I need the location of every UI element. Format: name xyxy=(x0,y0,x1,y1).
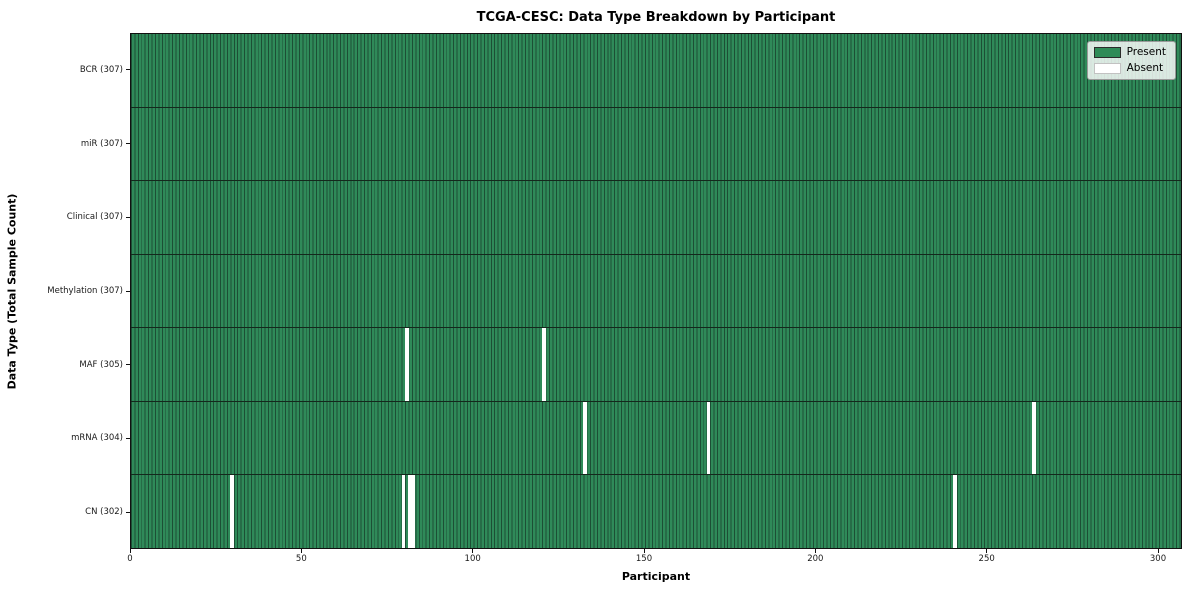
y-tick-label: CN (302) xyxy=(85,507,123,518)
present-swatch-icon xyxy=(1093,47,1121,58)
x-tick-mark xyxy=(986,549,988,553)
legend-label-present: Present xyxy=(1126,46,1166,59)
x-tick-label: 150 xyxy=(635,554,653,564)
y-tick-label: Methylation (307) xyxy=(47,286,123,296)
x-tick-mark xyxy=(814,549,816,553)
absent-cell xyxy=(230,475,234,549)
y-axis-label: Data Type (Total Sample Count) xyxy=(5,193,19,390)
y-tick-mark xyxy=(126,143,130,145)
y-tick-mark xyxy=(126,437,130,439)
absent-cell xyxy=(1032,401,1036,475)
x-tick-label: 300 xyxy=(1149,554,1167,564)
absent-cell xyxy=(405,328,409,401)
heatmap-row xyxy=(131,34,1181,107)
x-tick-label: 250 xyxy=(978,554,995,564)
y-tick-label: Clinical (307) xyxy=(66,212,123,223)
x-axis-label: Participant xyxy=(621,570,691,583)
y-tick-label: BCR (307) xyxy=(79,64,123,75)
absent-swatch-icon xyxy=(1093,63,1121,74)
heatmap-row xyxy=(131,327,1181,401)
legend-entry-absent: Absent xyxy=(1093,62,1166,75)
x-tick-mark xyxy=(300,549,302,553)
absent-cell xyxy=(408,475,413,549)
x-tick-mark xyxy=(1157,549,1159,553)
x-tick-label: 200 xyxy=(807,554,824,564)
legend-entry-present: Present xyxy=(1093,46,1166,59)
x-tick-label: 100 xyxy=(464,554,481,564)
heatmap-row xyxy=(131,180,1181,254)
x-tick-label: 50 xyxy=(295,554,307,564)
heatmap-row xyxy=(131,253,1181,328)
heatmap-row xyxy=(131,474,1181,549)
x-tick-mark xyxy=(472,549,474,553)
y-tick-mark xyxy=(126,69,130,71)
absent-cell xyxy=(583,401,587,475)
y-tick-mark xyxy=(126,216,130,218)
x-tick-mark xyxy=(129,549,131,553)
x-tick-label: 0 xyxy=(127,554,133,564)
chart-title: TCGA-CESC: Data Type Breakdown by Partic… xyxy=(476,10,836,25)
absent-cell xyxy=(401,475,406,549)
x-tick-mark xyxy=(643,549,645,553)
y-tick-label: miR (307) xyxy=(80,138,123,149)
y-tick-mark xyxy=(126,364,130,366)
absent-cell xyxy=(706,401,711,475)
y-tick-label: mRNA (304) xyxy=(71,433,123,444)
y-tick-label: MAF (305) xyxy=(79,359,123,370)
absent-cell xyxy=(411,475,416,549)
absent-cell xyxy=(542,328,546,401)
y-tick-mark xyxy=(126,511,130,513)
legend: Present Absent xyxy=(1086,41,1176,80)
heatmap-row xyxy=(131,400,1181,475)
heatmap-row xyxy=(131,106,1181,181)
heatmap-rows xyxy=(131,34,1181,549)
plot-area: Present Absent xyxy=(130,33,1182,549)
legend-label-absent: Absent xyxy=(1126,62,1164,75)
y-tick-mark xyxy=(126,290,130,292)
absent-cell xyxy=(953,475,957,549)
